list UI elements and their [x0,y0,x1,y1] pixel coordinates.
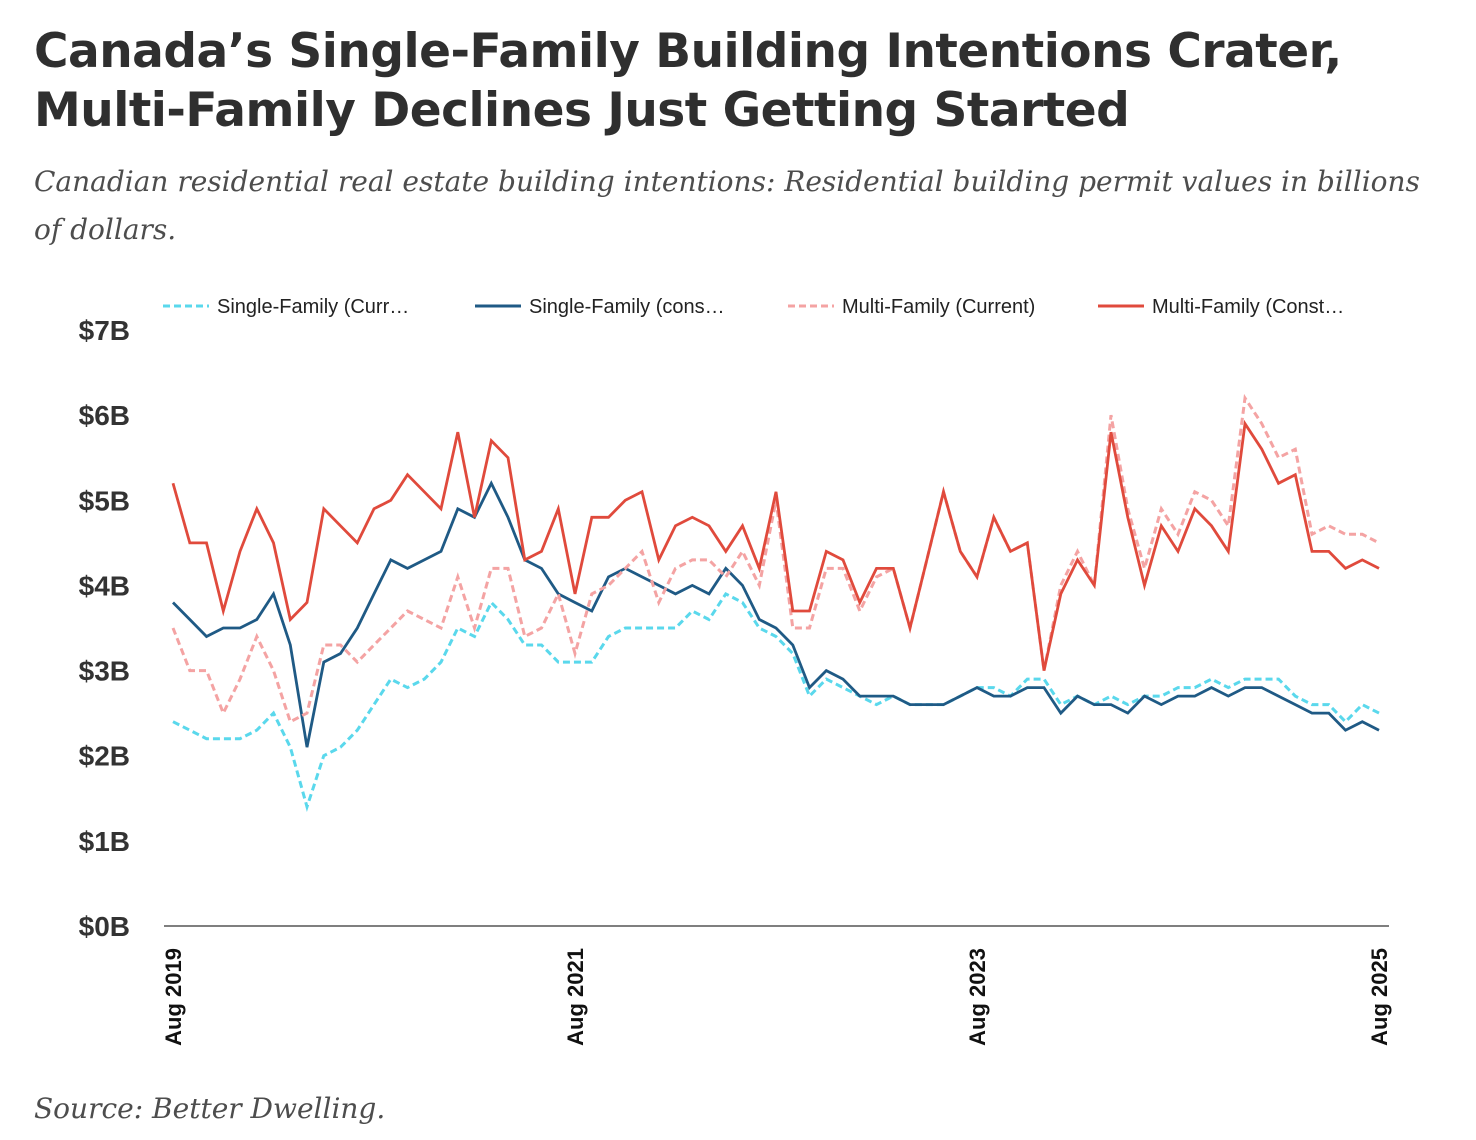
legend-label: Single-Family (cons… [529,296,725,318]
chart-subtitle: Canadian residential real estate buildin… [34,165,1420,246]
x-axis: Aug 2019 Aug 2021 Aug 2023 Aug 2025 [161,925,1392,1046]
series-line-single-family-current [172,591,1380,812]
y-axis: $0B $1B $2B $3B $4B $5B $6B $7B [79,315,130,942]
series-line-multi-family-constant [171,419,1380,671]
y-tick-label: $5B [79,485,130,516]
x-tick-label: Aug 2019 [161,948,186,1046]
legend-item[interactable]: Single-Family (cons… [475,296,725,318]
chart-title: Canada’s Single-Family Building Intentio… [34,24,1342,138]
line-chart: Single-Family (Curr… Single-Family (cons…… [79,296,1392,1046]
y-tick-label: $2B [79,741,130,772]
x-tick-label: Aug 2021 [563,948,588,1046]
y-tick-label: $3B [79,656,130,687]
y-tick-label: $6B [79,400,130,431]
legend-item[interactable]: Multi-Family (Const… [1098,296,1344,318]
series-lines [171,393,1380,812]
legend-label: Single-Family (Curr… [217,296,409,318]
source-note: Source: Better Dwelling. [34,1092,386,1125]
y-tick-label: $7B [79,315,130,346]
series-line-single-family-constant [172,480,1380,748]
x-tick-label: Aug 2023 [965,948,990,1046]
legend-label: Multi-Family (Current) [842,296,1035,318]
y-tick-label: $0B [79,911,130,942]
legend-item[interactable]: Multi-Family (Current) [788,296,1035,318]
legend-label: Multi-Family (Const… [1152,296,1344,318]
legend: Single-Family (Curr… Single-Family (cons…… [163,296,1344,318]
series-line-multi-family-current [171,393,1380,724]
y-tick-label: $4B [79,570,130,601]
y-tick-label: $1B [79,826,130,857]
x-tick-label: Aug 2025 [1367,948,1392,1046]
legend-item[interactable]: Single-Family (Curr… [163,296,409,318]
